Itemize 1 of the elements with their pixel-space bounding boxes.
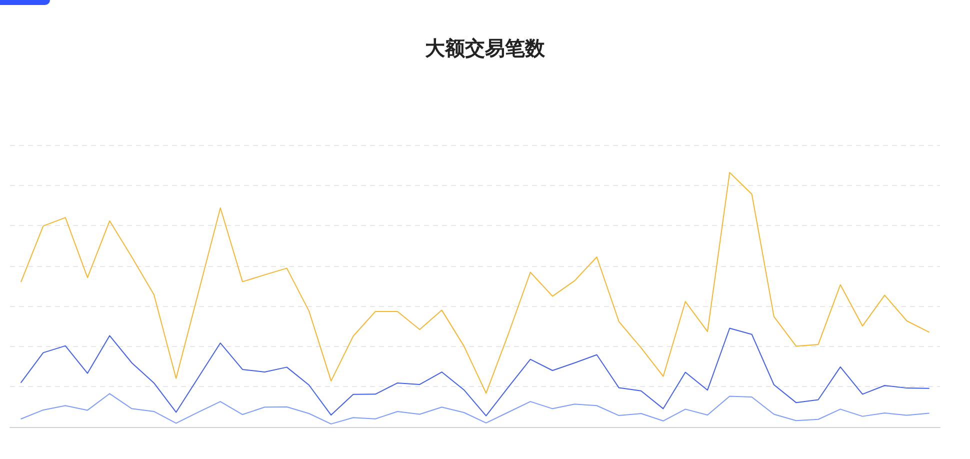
chart-title: 大额交易笔数 bbox=[425, 36, 546, 60]
